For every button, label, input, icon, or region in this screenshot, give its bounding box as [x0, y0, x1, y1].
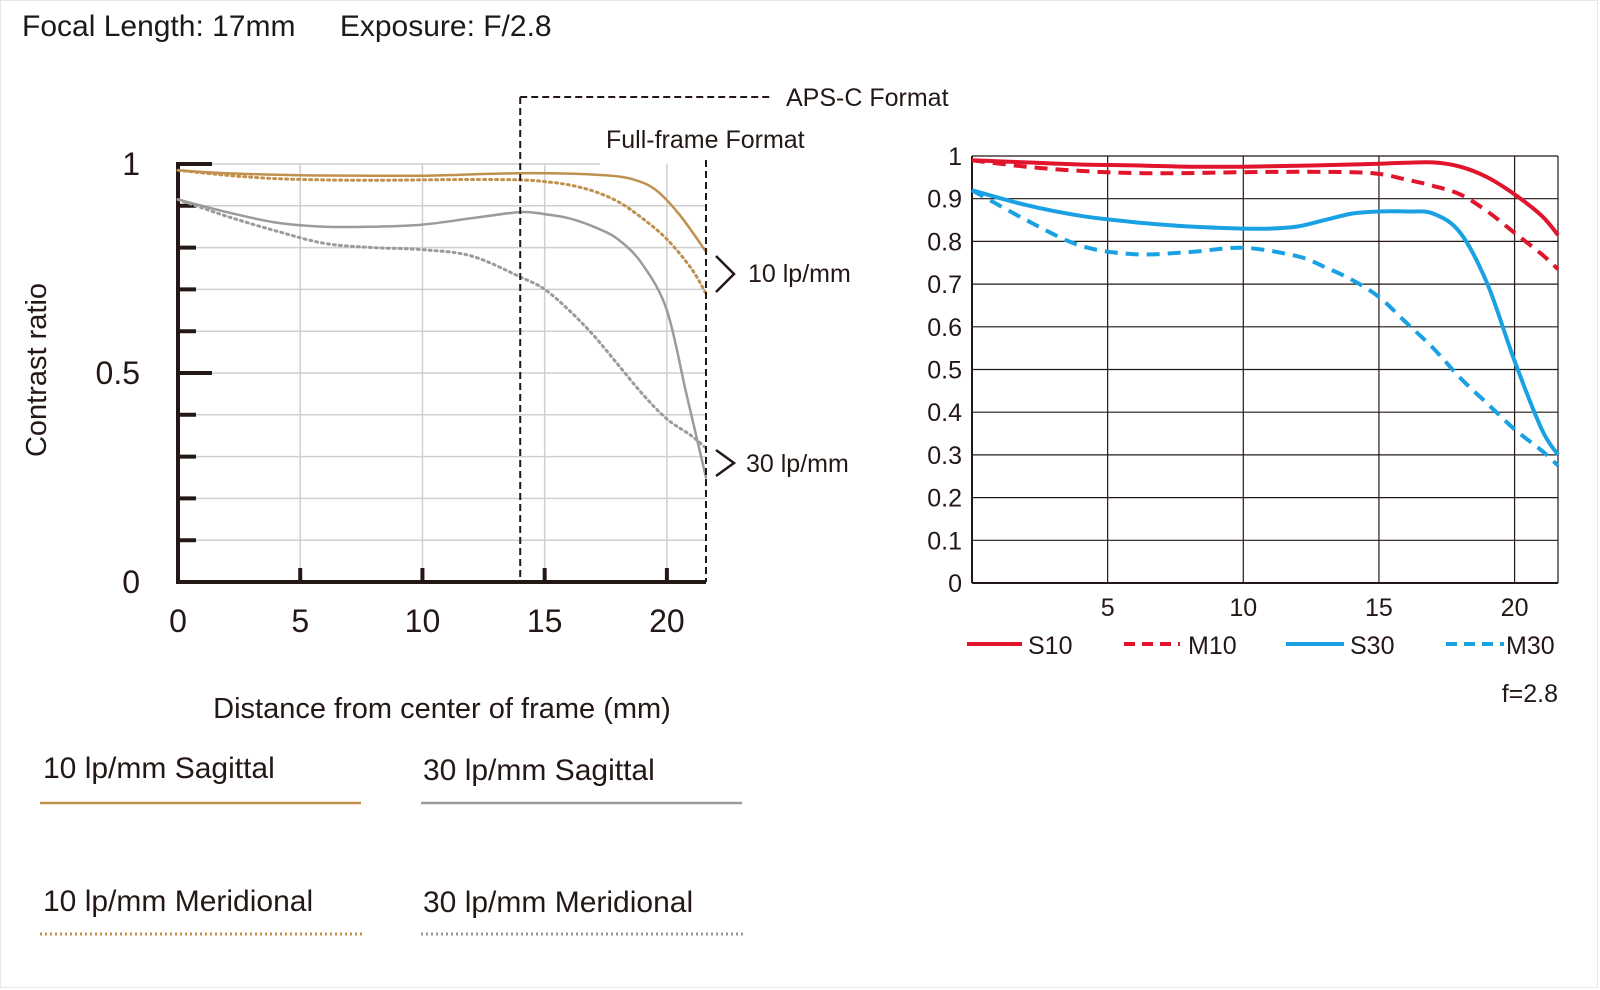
right-y-tick-label: 0.4 — [927, 399, 962, 427]
left-y-tick-label: 0 — [122, 564, 140, 600]
bracket-30lp-icon — [715, 448, 737, 478]
legend-m30-right-label: M30 — [1506, 632, 1555, 660]
right-series-s30 — [971, 188, 1560, 457]
right-y-tick-label: 0.7 — [927, 271, 962, 299]
left-series — [176, 168, 708, 479]
right-y-tick-label: 0.3 — [927, 442, 962, 470]
aperture-note: f=2.8 — [1502, 680, 1558, 708]
bracket-10lp-icon — [715, 255, 736, 293]
right-y-tick-label: 0.6 — [927, 314, 962, 342]
apsc-format-label: APS-C Format — [786, 84, 949, 112]
legend-s10-label: 10 lp/mm Sagittal — [43, 752, 275, 785]
left-x-axis-label: Distance from center of frame (mm) — [213, 693, 671, 725]
legend-m30-label: 30 lp/mm Meridional — [423, 886, 693, 919]
exposure-label: Exposure: F/2.8 — [339, 10, 552, 43]
left-series-30-lp-mm-sagittal — [176, 198, 708, 479]
right-x-tick-label: 15 — [1365, 594, 1393, 622]
right-series-s10 — [971, 158, 1560, 237]
header: Focal Length: 17mm Exposure: F/2.8 — [22, 10, 588, 44]
left-y-tick-label: 1 — [122, 146, 140, 182]
left-y-tick-label: 0.5 — [96, 355, 140, 391]
right-x-tick-label: 5 — [1101, 594, 1115, 622]
right-y-tick-label: 0.8 — [927, 228, 962, 256]
right-series-m10 — [971, 158, 1560, 271]
right-series — [971, 158, 1560, 468]
right-y-tick-label: 0 — [948, 570, 962, 598]
legend-s30-right-label: S30 — [1350, 632, 1394, 660]
legend-m10-right-label: M10 — [1188, 632, 1237, 660]
left-series-10-lp-mm-sagittal — [176, 169, 708, 254]
left-chart: 00.510 5 10 15 20 APS-C Format Full-frame Fo… — [21, 84, 949, 936]
right-x-tick-label: 20 — [1501, 594, 1529, 622]
right-grid — [971, 155, 1559, 584]
left-series-10-lp-mm-meridional — [176, 168, 708, 296]
legend-s10-right-label: S10 — [1028, 632, 1072, 660]
left-y-axis-label: Contrast ratio — [21, 283, 53, 457]
legend-s30-label: 30 lp/mm Sagittal — [423, 754, 655, 787]
lp30-label: 30 lp/mm — [746, 450, 849, 478]
left-x-tick-label: 15 — [527, 603, 563, 639]
focal-length-label: Focal Length: 17mm — [22, 10, 296, 43]
left-x-tick-label: 5 — [291, 603, 309, 639]
fullframe-format-label: Full-frame Format — [606, 126, 805, 154]
lp10-label: 10 lp/mm — [748, 260, 851, 288]
left-x-tick-label: 0 — [169, 603, 187, 639]
left-axes — [176, 162, 706, 584]
left-x-tick-label: 10 — [405, 603, 441, 639]
right-x-tick-label: 10 — [1229, 594, 1257, 622]
left-grid — [178, 163, 706, 582]
right-y-tick-label: 0.5 — [927, 357, 962, 385]
legend-m10-label: 10 lp/mm Meridional — [43, 885, 313, 918]
left-tick-labels: 00.510 5 10 15 20 — [96, 146, 685, 639]
left-x-tick-label: 20 — [649, 603, 685, 639]
left-series-30-lp-mm-meridional — [176, 198, 708, 450]
right-y-tick-label: 0.1 — [927, 527, 962, 555]
right-chart: 00.10.20.30.40.50.60.70.80.915 10 15 20 S10… — [927, 143, 1560, 708]
right-y-tick-label: 1 — [948, 143, 962, 171]
right-tick-labels: 00.10.20.30.40.50.60.70.80.915 10 15 20 — [927, 143, 1528, 622]
right-series-m30 — [971, 188, 1560, 468]
right-y-tick-label: 0.2 — [927, 485, 962, 513]
right-y-tick-label: 0.9 — [927, 186, 962, 214]
